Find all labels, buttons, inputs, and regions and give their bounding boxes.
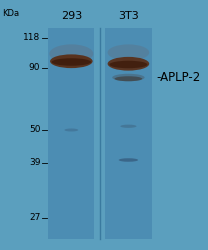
Bar <box>48 28 94 239</box>
Text: KDa: KDa <box>2 8 19 18</box>
Ellipse shape <box>108 57 149 70</box>
Text: 27: 27 <box>29 213 40 222</box>
Ellipse shape <box>50 54 93 68</box>
Ellipse shape <box>115 76 142 81</box>
Text: 293: 293 <box>61 11 82 21</box>
Text: 3T3: 3T3 <box>118 11 139 21</box>
Ellipse shape <box>109 61 147 68</box>
Ellipse shape <box>64 128 78 132</box>
Text: 50: 50 <box>29 126 40 134</box>
Ellipse shape <box>112 74 145 81</box>
Bar <box>105 28 152 239</box>
Ellipse shape <box>108 44 149 60</box>
Text: 118: 118 <box>23 33 40 42</box>
Text: 90: 90 <box>29 63 40 72</box>
Ellipse shape <box>119 158 138 162</box>
Ellipse shape <box>52 58 91 66</box>
Ellipse shape <box>49 44 93 63</box>
Text: -APLP-2: -APLP-2 <box>156 71 201 84</box>
Ellipse shape <box>120 124 136 128</box>
Text: 39: 39 <box>29 158 40 167</box>
